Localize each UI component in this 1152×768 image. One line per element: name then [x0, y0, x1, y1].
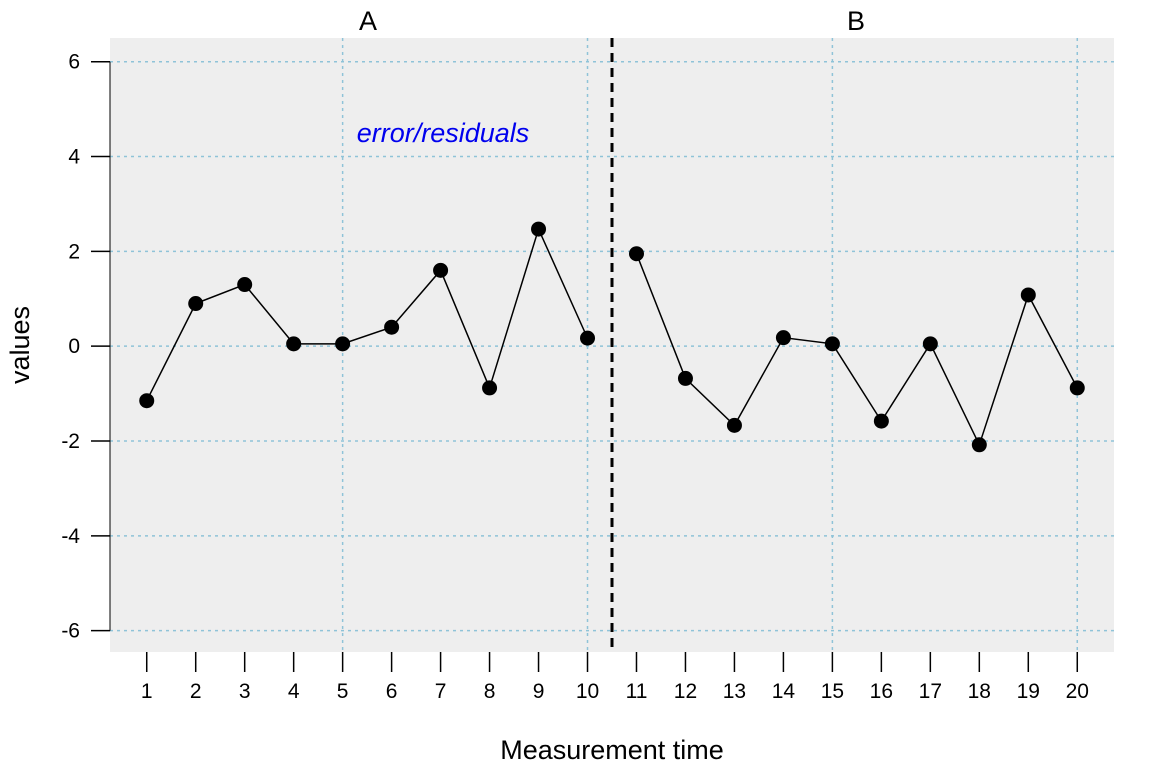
data-point	[237, 277, 253, 293]
x-axis: 1 2 3 4 5 6 7 8 9 10 11 12 13 14 15 16 17 18 19 20	[141, 652, 1089, 703]
data-point	[775, 330, 791, 346]
data-point	[580, 330, 596, 346]
data-point	[384, 319, 400, 335]
series-line-1	[146, 226, 589, 402]
grid	[110, 38, 1114, 652]
y-axis-title: values	[5, 306, 35, 384]
y-tick-label: 0	[68, 335, 80, 358]
x-tick-label: 7	[435, 680, 447, 703]
x-tick-label: 13	[723, 680, 746, 703]
phase-label-b: B	[847, 6, 865, 36]
data-point	[531, 221, 547, 237]
annotation-label: error/residuals	[357, 118, 530, 148]
data-point	[922, 336, 938, 352]
data-point	[139, 393, 155, 409]
series-group	[139, 221, 1085, 453]
x-tick-label: 18	[968, 680, 991, 703]
x-tick-label: 19	[1017, 680, 1040, 703]
x-tick-label: 9	[533, 680, 545, 703]
data-point	[433, 262, 449, 278]
data-point	[286, 336, 302, 352]
y-axis: 6 4 2 0 -2 -4 -6	[61, 51, 111, 643]
y-tick-label: -6	[61, 620, 80, 643]
series-line-2	[635, 253, 1078, 447]
data-point	[677, 370, 693, 386]
x-tick-label: 16	[870, 680, 893, 703]
x-tick-label: 12	[674, 680, 697, 703]
x-axis-title: Measurement time	[500, 735, 724, 765]
x-tick-label: 4	[288, 680, 300, 703]
data-point	[188, 296, 204, 312]
data-point	[824, 336, 840, 352]
x-tick-label: 17	[919, 680, 942, 703]
phase-label-a: A	[359, 6, 377, 36]
y-tick-label: 2	[68, 240, 80, 263]
x-tick-label: 20	[1066, 680, 1089, 703]
x-tick-label: 11	[626, 680, 648, 703]
data-point	[482, 380, 498, 396]
data-point	[628, 246, 644, 262]
data-point	[335, 336, 351, 352]
x-tick-label: 15	[821, 680, 844, 703]
data-point	[1020, 287, 1036, 303]
y-tick-label: 4	[68, 146, 80, 169]
y-tick-label: -4	[61, 525, 80, 548]
x-tick-label: 8	[484, 680, 496, 703]
data-point	[873, 413, 889, 429]
y-tick-label: 6	[68, 51, 80, 74]
x-tick-label: 2	[190, 680, 202, 703]
x-tick-label: 14	[772, 680, 796, 703]
x-tick-label: 10	[576, 680, 599, 703]
x-tick-label: 6	[386, 680, 398, 703]
x-tick-label: 3	[239, 680, 251, 703]
x-tick-label: 1	[141, 680, 153, 703]
data-point	[1069, 380, 1085, 396]
y-tick-label: -2	[61, 430, 80, 453]
data-point	[726, 417, 742, 433]
x-tick-label: 5	[337, 680, 349, 703]
data-point	[971, 437, 987, 453]
